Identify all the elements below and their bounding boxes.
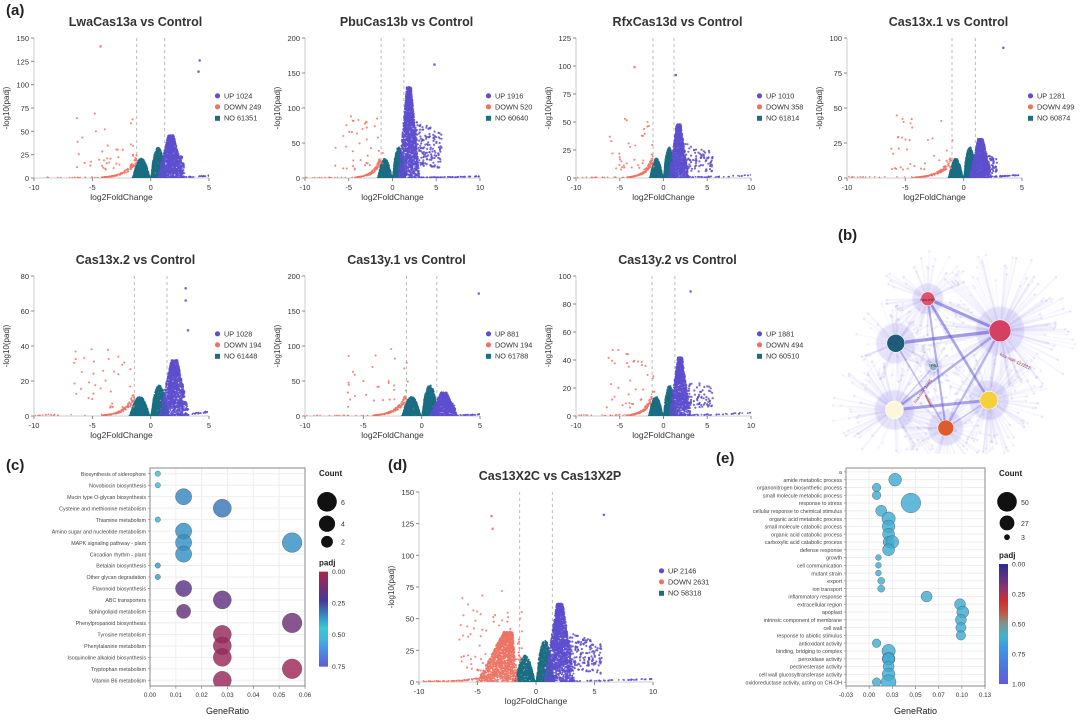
svg-text:log2FoldChange: log2FoldChange [361, 192, 424, 202]
svg-text:LwaCas13a vs Control: LwaCas13a vs Control [69, 15, 202, 29]
svg-text:150: 150 [16, 34, 29, 43]
svg-text:25: 25 [21, 151, 29, 160]
svg-text:10: 10 [476, 183, 484, 192]
svg-text:-10: -10 [300, 183, 311, 192]
svg-text:PbuCas13b vs Control: PbuCas13b vs Control [340, 15, 473, 29]
svg-text:UP 1024: UP 1024 [224, 91, 252, 100]
svg-text:DOWN 249: DOWN 249 [224, 102, 261, 111]
svg-text:5: 5 [434, 183, 438, 192]
svg-text:50: 50 [21, 127, 29, 136]
svg-text:0: 0 [296, 174, 300, 183]
svg-text:-5: -5 [345, 183, 352, 192]
svg-text:75: 75 [21, 104, 29, 113]
svg-text:5: 5 [207, 183, 211, 192]
svg-text:150: 150 [287, 69, 300, 78]
svg-text:-log10(padj): -log10(padj) [273, 86, 282, 129]
svg-text:-5: -5 [89, 183, 96, 192]
svg-text:0: 0 [149, 183, 153, 192]
svg-text:100: 100 [16, 81, 29, 90]
svg-text:0: 0 [390, 183, 394, 192]
svg-text:100: 100 [287, 104, 300, 113]
svg-text:NO 61351: NO 61351 [224, 113, 257, 122]
svg-text:log2FoldChange: log2FoldChange [90, 192, 153, 202]
svg-text:-log10(padj): -log10(padj) [2, 86, 11, 129]
svg-text:50: 50 [292, 139, 300, 148]
svg-text:200: 200 [287, 34, 300, 43]
svg-text:0: 0 [25, 174, 29, 183]
svg-text:125: 125 [16, 57, 29, 66]
svg-text:-10: -10 [29, 183, 40, 192]
